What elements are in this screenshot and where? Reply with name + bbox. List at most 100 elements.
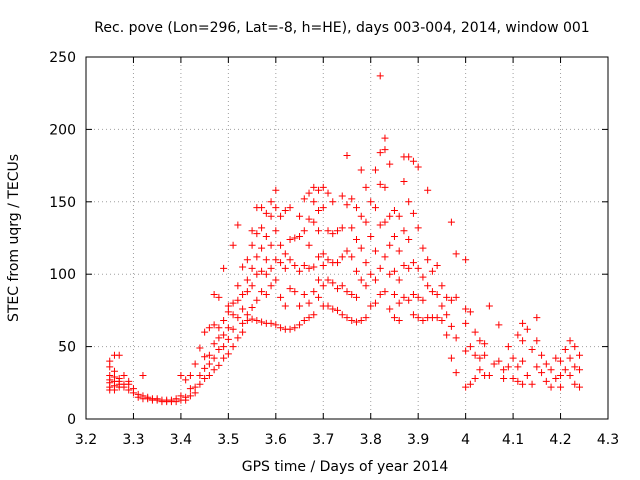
data-point [277, 212, 285, 220]
data-point [471, 351, 479, 359]
data-point [357, 212, 365, 220]
data-point [576, 366, 584, 374]
data-point [224, 308, 232, 316]
data-point [566, 372, 574, 380]
data-point [428, 288, 436, 296]
data-point [547, 383, 555, 391]
data-point [462, 347, 470, 355]
data-point [291, 324, 299, 332]
data-point [248, 315, 256, 323]
data-point [514, 363, 522, 371]
data-point [224, 350, 232, 358]
data-point [433, 290, 441, 298]
data-point [310, 218, 318, 226]
data-point [381, 146, 389, 154]
data-point [334, 227, 342, 235]
x-axis-label: GPS time / Days of year 2014 [242, 459, 449, 475]
x-tick-label: 3.7 [312, 432, 334, 448]
data-point [248, 282, 256, 290]
data-point [186, 392, 194, 400]
data-point [229, 241, 237, 249]
data-point [172, 398, 180, 406]
data-point [239, 319, 247, 327]
data-point [286, 256, 294, 264]
data-point [243, 317, 251, 325]
data-point [376, 290, 384, 298]
data-point [234, 314, 242, 322]
data-point [419, 244, 427, 252]
data-point [310, 198, 318, 206]
data-point [315, 276, 323, 284]
data-point [438, 302, 446, 310]
data-point [566, 337, 574, 345]
data-point [561, 366, 569, 374]
data-point [277, 259, 285, 267]
data-point [557, 372, 565, 380]
data-point [409, 209, 417, 217]
data-point [296, 267, 304, 275]
data-point [462, 383, 470, 391]
data-point [343, 288, 351, 296]
data-point [514, 377, 522, 385]
data-point [281, 264, 289, 272]
data-point [338, 282, 346, 290]
data-point [381, 134, 389, 142]
data-point [220, 343, 228, 351]
data-point [390, 290, 398, 298]
data-point [329, 279, 337, 287]
data-point [405, 153, 413, 161]
data-point [182, 376, 190, 384]
data-point [319, 282, 327, 290]
data-point [419, 317, 427, 325]
data-point [248, 304, 256, 312]
data-point [443, 293, 451, 301]
data-point [519, 319, 527, 327]
data-point [395, 317, 403, 325]
data-point [110, 386, 118, 394]
data-point [362, 183, 370, 191]
data-point [286, 235, 294, 243]
data-point [267, 241, 275, 249]
data-point [262, 233, 270, 241]
data-point [400, 178, 408, 186]
data-point [329, 230, 337, 238]
y-tick-label: 100 [49, 267, 76, 283]
data-points [106, 72, 584, 406]
data-point [267, 198, 275, 206]
data-point [357, 244, 365, 252]
data-point [443, 331, 451, 339]
data-point [115, 351, 123, 359]
data-point [424, 186, 432, 194]
data-point [547, 366, 555, 374]
data-point [424, 282, 432, 290]
data-point [258, 288, 266, 296]
data-point [352, 267, 360, 275]
data-point [414, 163, 422, 171]
data-point [215, 293, 223, 301]
data-point [262, 209, 270, 217]
data-point [196, 372, 204, 380]
data-point [291, 288, 299, 296]
data-point [125, 386, 133, 394]
data-point [386, 212, 394, 220]
data-point [376, 221, 384, 229]
x-tick-label: 3.2 [75, 432, 97, 448]
data-point [571, 343, 579, 351]
data-point [381, 183, 389, 191]
data-point [319, 262, 327, 270]
data-point [139, 372, 147, 380]
data-point [557, 383, 565, 391]
data-point [576, 383, 584, 391]
data-point [352, 293, 360, 301]
data-point [395, 299, 403, 307]
data-point [433, 262, 441, 270]
x-axis-ticks: 3.2 3.3 3.4 3.5 3.6 3.7 3.8 3.9 4 4.1 4.2 4.3 [75, 57, 619, 448]
data-point [334, 285, 342, 293]
data-point [509, 374, 517, 382]
data-point [296, 212, 304, 220]
data-point [324, 256, 332, 264]
data-point [357, 166, 365, 174]
data-point [395, 247, 403, 255]
data-point [215, 361, 223, 369]
